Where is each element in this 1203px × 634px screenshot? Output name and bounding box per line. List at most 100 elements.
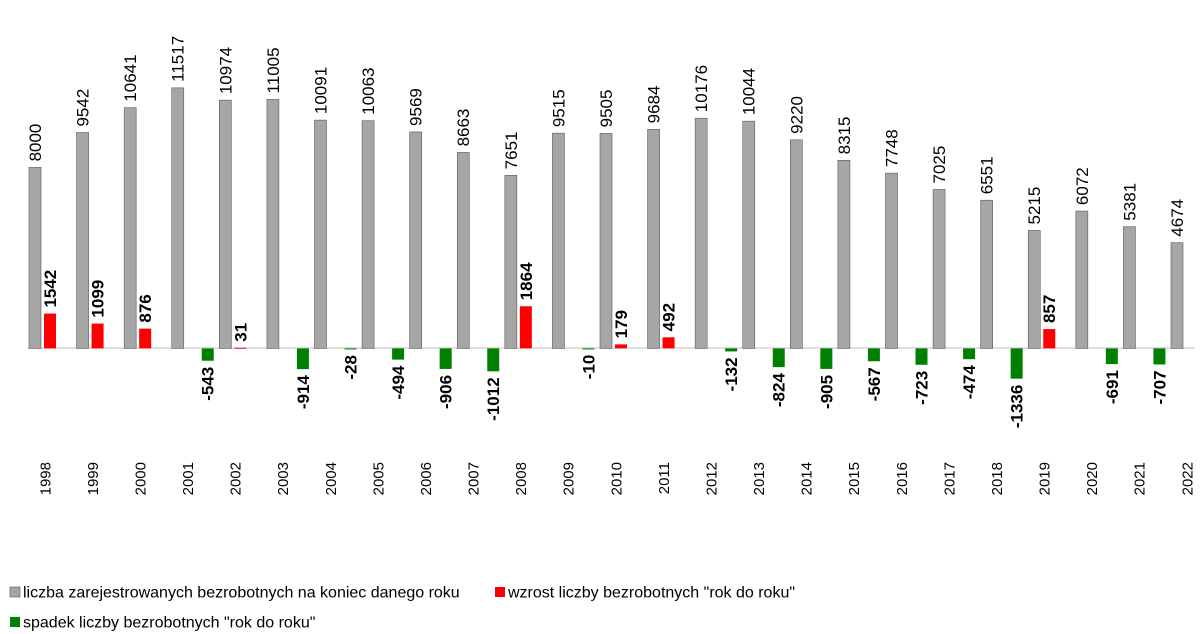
bar [28, 167, 42, 349]
bar [885, 172, 898, 349]
bar [91, 323, 104, 349]
data-label: 10091 [311, 67, 330, 114]
bar [392, 348, 405, 360]
bar [504, 175, 518, 349]
data-label: -494 [389, 365, 408, 400]
bar [837, 160, 851, 349]
data-label: 1864 [517, 262, 536, 300]
bar [1153, 348, 1166, 365]
x-tick-label: 2015 [846, 462, 863, 495]
data-label: 1542 [41, 270, 60, 308]
data-label: 10176 [692, 65, 711, 112]
x-tick-label: 2017 [941, 462, 958, 495]
x-tick-label: 2010 [608, 462, 625, 495]
data-label: -543 [199, 367, 218, 401]
data-label: 857 [1040, 295, 1059, 323]
bar [519, 306, 532, 349]
bar [1075, 210, 1089, 349]
bar [615, 344, 627, 349]
bar [487, 348, 500, 372]
x-tick-label: 2021 [1132, 462, 1149, 495]
bar [456, 152, 470, 349]
bar [599, 133, 613, 349]
legend-swatch [495, 587, 505, 597]
data-label: 6551 [978, 156, 997, 194]
bar [1027, 230, 1041, 349]
legend-label: liczba zarejestrowanych bezrobotnych na … [23, 585, 460, 602]
bar [1123, 226, 1136, 349]
data-label: 9515 [549, 89, 568, 127]
bar [171, 87, 185, 349]
data-label: -1012 [484, 377, 503, 420]
x-tick-label: 2009 [561, 462, 578, 495]
data-label: 9220 [787, 96, 806, 134]
x-tick-label: 2020 [1084, 462, 1101, 495]
bar [647, 129, 660, 349]
data-label: -914 [294, 375, 313, 410]
data-label: -10 [579, 355, 598, 380]
bar [932, 189, 946, 349]
bar [44, 313, 56, 349]
data-label: 4674 [1168, 199, 1187, 237]
data-label: 9542 [74, 89, 93, 127]
data-label: 9569 [407, 88, 426, 126]
bar [344, 348, 357, 350]
bar [980, 199, 993, 349]
bar [439, 348, 452, 369]
data-label: 8000 [26, 124, 45, 162]
x-tick-label: 2016 [894, 462, 911, 495]
x-tick-label: 2013 [751, 462, 768, 495]
data-label: -1336 [1008, 385, 1027, 428]
data-label: 7651 [502, 132, 521, 170]
data-label: 31 [231, 323, 250, 342]
bar [361, 120, 375, 349]
bar [867, 348, 880, 362]
x-tick-label: 1998 [37, 462, 54, 495]
data-label: -132 [722, 357, 741, 391]
data-label: 179 [612, 310, 631, 338]
bar [790, 139, 803, 349]
data-label: 7025 [930, 146, 949, 184]
bar [582, 348, 595, 350]
data-label: -567 [865, 367, 884, 401]
data-label: 876 [136, 294, 155, 322]
bar [314, 119, 327, 349]
data-label: 7748 [882, 129, 901, 167]
data-label: -905 [817, 375, 836, 409]
bar [742, 120, 756, 349]
x-tick-label: 2007 [466, 462, 483, 495]
bar [820, 348, 833, 369]
data-label: 6072 [1073, 167, 1092, 205]
bar [963, 348, 976, 360]
x-tick-label: 2002 [228, 462, 245, 495]
x-tick-label: 2004 [323, 462, 340, 495]
data-label: 9684 [645, 86, 664, 124]
bar [139, 328, 152, 349]
data-label: -474 [960, 365, 979, 400]
legend-swatch [9, 586, 21, 598]
bar [772, 348, 785, 368]
data-label: 10641 [121, 54, 140, 101]
x-tick-label: 2005 [370, 462, 387, 495]
data-label: -28 [341, 355, 360, 380]
bar [694, 117, 708, 349]
x-tick-label: 2014 [799, 462, 816, 495]
data-label: 8663 [454, 109, 473, 147]
legend-label: spadek liczby bezrobotnych "rok do roku" [23, 615, 315, 632]
bar [1170, 242, 1184, 349]
data-label: 8315 [835, 116, 854, 154]
data-label: 10974 [216, 47, 235, 94]
data-label: 10063 [359, 67, 378, 114]
x-tick-label: 2019 [1037, 462, 1054, 495]
x-tick-label: 2011 [656, 462, 673, 494]
bar [552, 132, 565, 349]
data-label: -691 [1103, 370, 1122, 404]
bar [409, 131, 422, 349]
bar [234, 347, 247, 349]
x-tick-label: 2022 [1179, 462, 1196, 495]
data-label: -906 [437, 375, 456, 409]
bar [266, 99, 280, 349]
bar [1010, 348, 1023, 379]
bar [1105, 348, 1118, 365]
